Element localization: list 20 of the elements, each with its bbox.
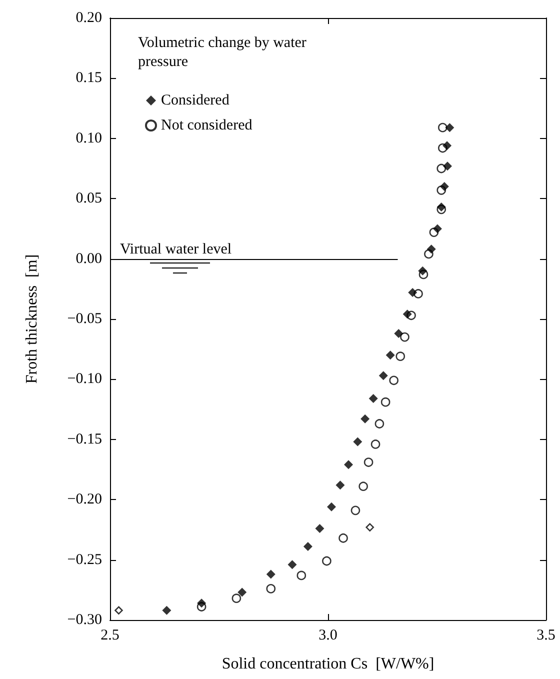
- x-axis-title: Solid concentration Cs [W/W%]: [222, 656, 434, 672]
- legend-label: Considered: [161, 92, 230, 108]
- y-tick-label: −0.25: [67, 552, 102, 568]
- y-tick-label: 0.20: [76, 10, 102, 26]
- x-tick-label: 3.0: [318, 628, 338, 644]
- y-axis-title: Froth thickness [m]: [24, 254, 40, 384]
- y-tick-label: −0.05: [67, 311, 102, 327]
- y-tick-label: −0.20: [67, 492, 102, 508]
- ref-line-label: Virtual water level: [120, 241, 232, 258]
- y-tick-label: 0.05: [76, 190, 102, 207]
- y-tick-label: 0.10: [76, 130, 102, 146]
- y-tick-label: −0.10: [67, 371, 102, 388]
- y-tick-label: 0.15: [76, 70, 102, 86]
- y-tick-label: 0.00: [76, 250, 102, 267]
- y-tick-label: −0.30: [67, 612, 102, 628]
- x-tick-label: 2.5: [100, 628, 120, 644]
- x-tick-label: 3.5: [536, 628, 556, 644]
- legend-label: Not considered: [161, 118, 253, 134]
- legend-title: Volumetric change by water pressure: [138, 34, 308, 72]
- y-tick-label: −0.15: [67, 431, 102, 448]
